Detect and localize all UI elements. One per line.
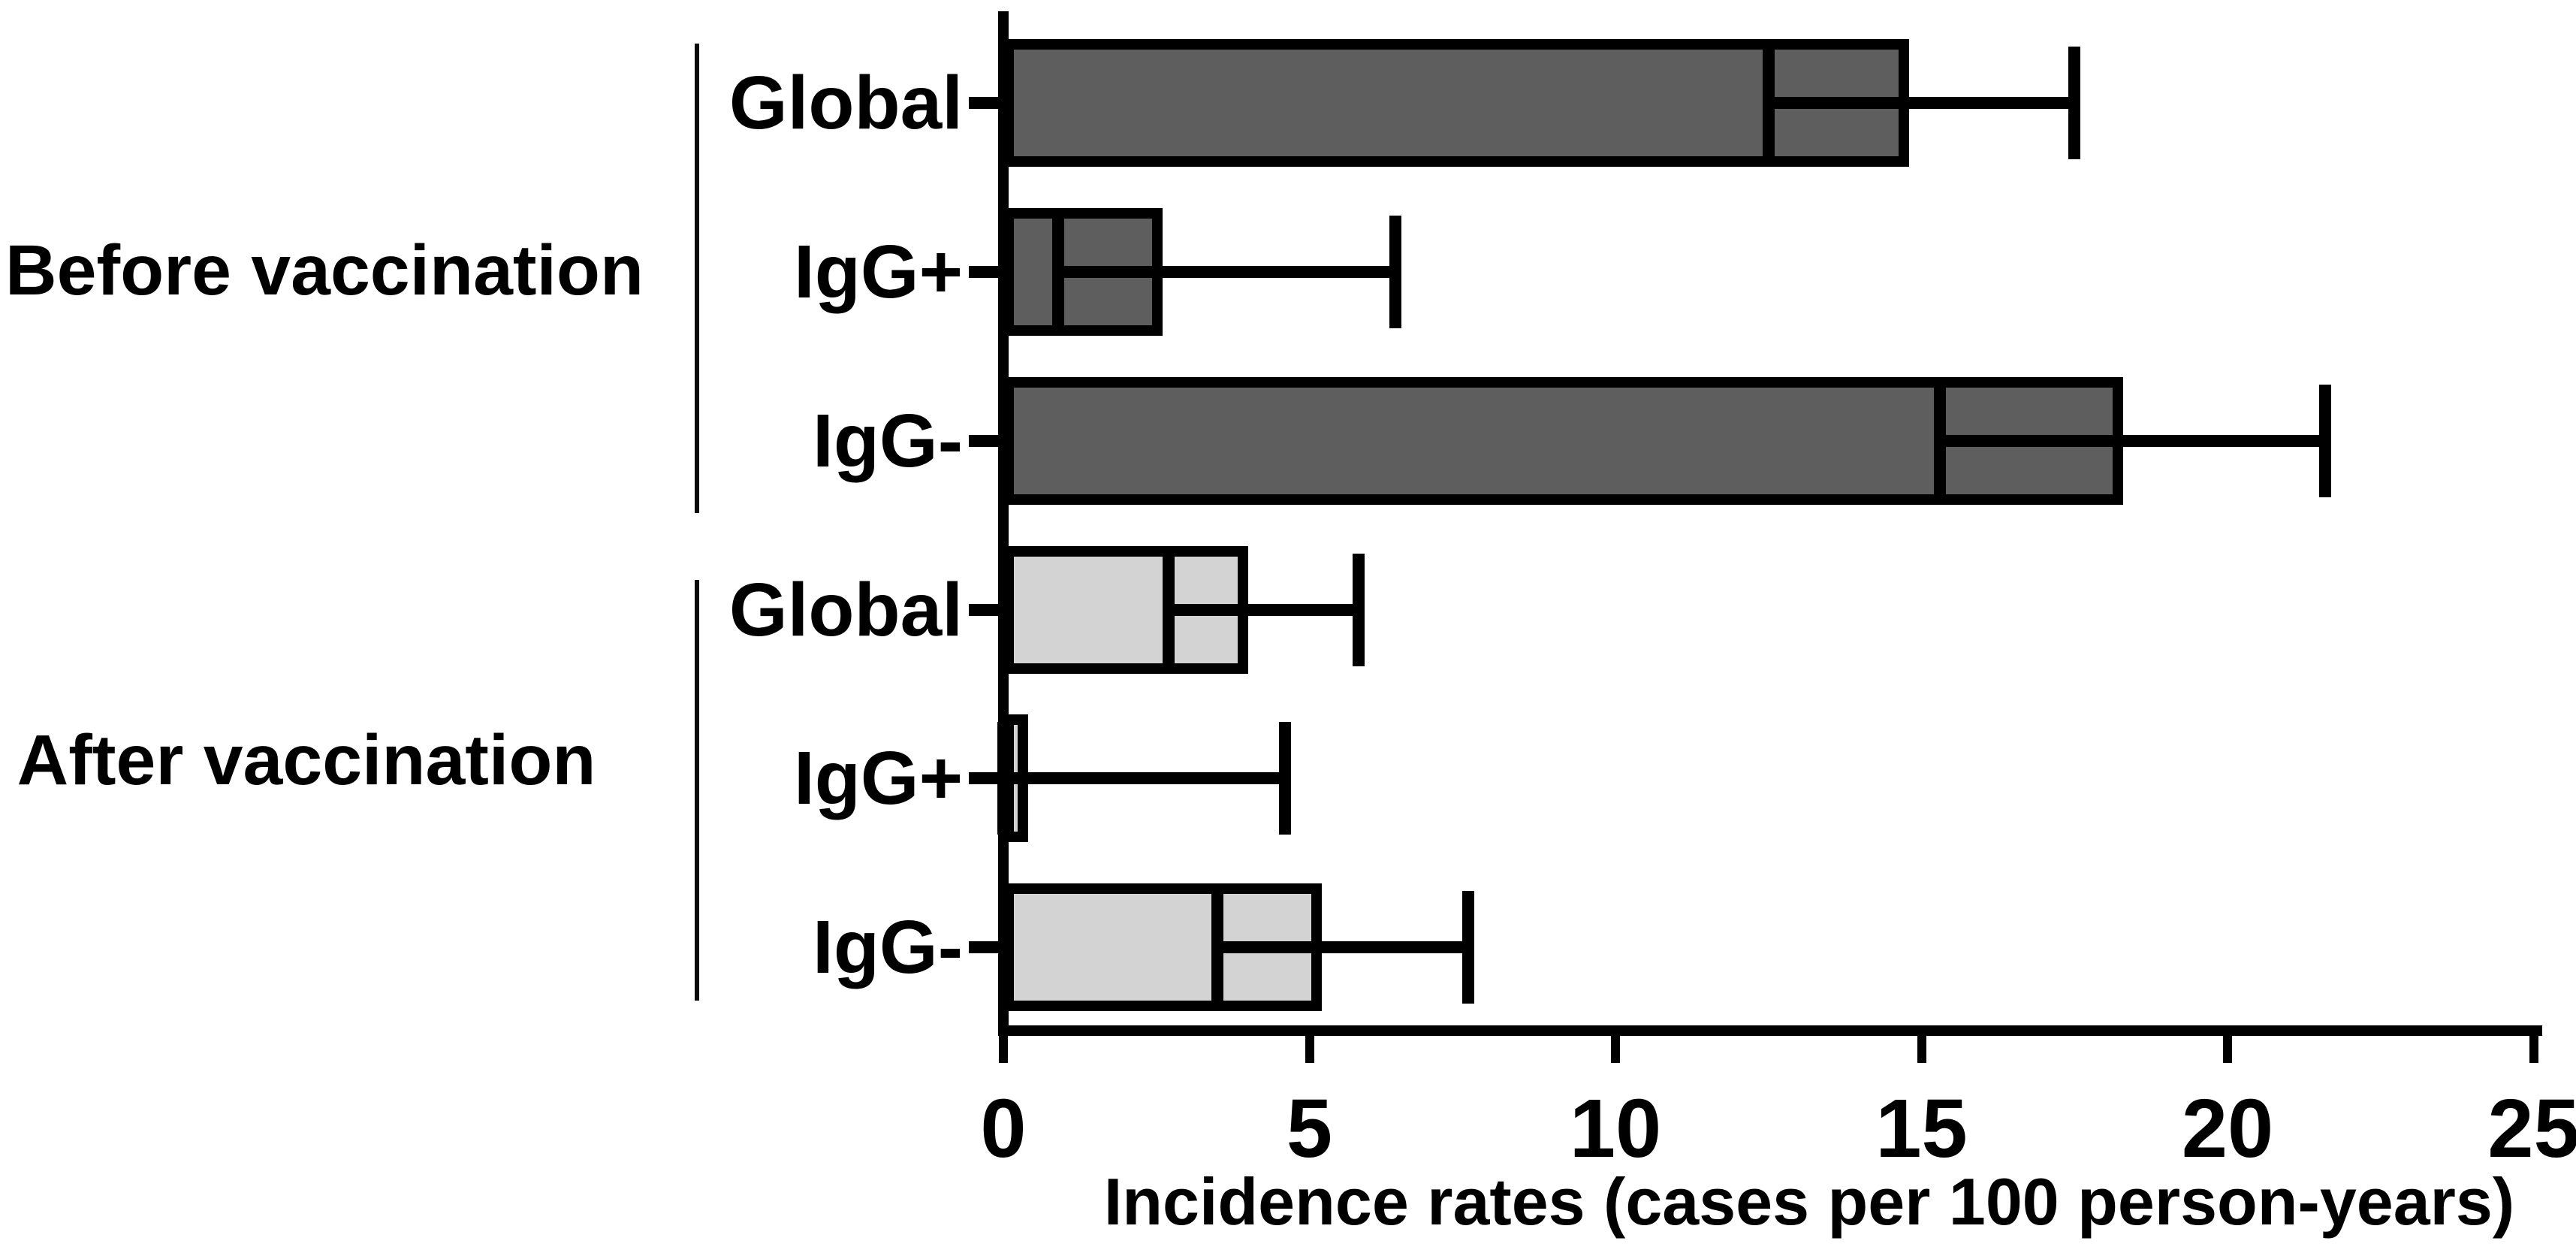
x-tick-25	[2529, 1036, 2538, 1063]
x-tick-label-25: 25	[2487, 1082, 2576, 1175]
category-label-IgG-: IgG-	[813, 905, 963, 989]
error-cap-high	[1462, 891, 1475, 1004]
category-tick	[969, 604, 999, 616]
x-tick-5	[1305, 1036, 1314, 1063]
error-cap-low	[1762, 47, 1775, 159]
error-cap-high	[1389, 216, 1401, 328]
error-cap-low	[1052, 216, 1065, 328]
error-cap-low	[1933, 385, 1946, 497]
category-tick	[969, 266, 999, 278]
x-tick-15	[1917, 1036, 1926, 1063]
after-group-bracket	[695, 580, 699, 1001]
error-bar-line	[1058, 266, 1395, 278]
group-label-after: After vaccination	[17, 720, 596, 800]
category-tick	[969, 97, 999, 109]
error-cap-low	[1163, 554, 1175, 666]
x-tick-label-5: 5	[1286, 1082, 1333, 1175]
category-tick	[969, 435, 999, 447]
x-tick-0	[999, 1036, 1008, 1063]
error-bar-line	[1768, 97, 2075, 109]
x-tick-label-0: 0	[980, 1082, 1027, 1175]
error-bar-line	[1217, 941, 1469, 953]
before-group-bracket	[695, 44, 699, 513]
error-cap-low	[997, 722, 1009, 835]
x-axis-line	[998, 1025, 2542, 1036]
error-bar-line	[1003, 772, 1285, 784]
bar-after-IgG-	[1003, 883, 1322, 1011]
error-cap-high	[2319, 385, 2332, 497]
x-tick-label-15: 15	[1875, 1082, 1968, 1175]
category-label-Global: Global	[728, 568, 963, 652]
x-axis-title: Incidence rates (cases per 100 person-ye…	[1103, 1164, 2515, 1239]
group-label-before: Before vaccination	[5, 231, 644, 310]
category-label-IgG+: IgG+	[793, 230, 963, 314]
error-bar-line	[1939, 435, 2326, 447]
category-tick	[969, 772, 999, 784]
error-cap-high	[1278, 722, 1291, 835]
error-bar-line	[1169, 604, 1359, 616]
x-tick-label-10: 10	[1569, 1082, 1662, 1175]
error-cap-high	[2068, 47, 2081, 159]
category-label-IgG+: IgG+	[793, 736, 963, 820]
category-tick	[969, 941, 999, 953]
x-tick-20	[2223, 1036, 2232, 1063]
error-cap-high	[1352, 554, 1365, 666]
category-label-IgG-: IgG-	[813, 399, 963, 483]
error-cap-low	[1211, 891, 1224, 1004]
x-tick-10	[1611, 1036, 1620, 1063]
x-tick-label-20: 20	[2181, 1082, 2274, 1175]
bar-before-Global	[1003, 39, 1910, 167]
category-label-Global: Global	[728, 61, 963, 145]
